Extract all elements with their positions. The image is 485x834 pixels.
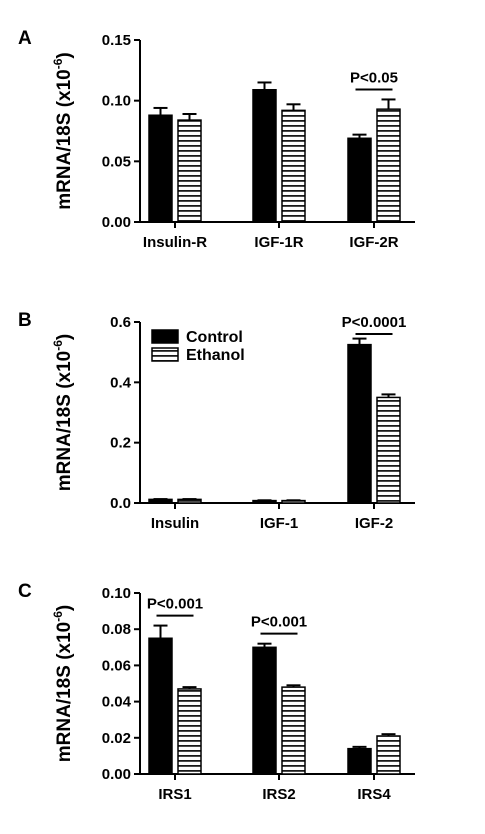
y-tick-label: 0.0 — [110, 495, 131, 512]
legend-label-control: Control — [186, 329, 243, 346]
y-axis-label: mRNA/18S (x10-6) — [51, 605, 75, 762]
bar-control-irs2 — [252, 646, 277, 775]
bar-ethanol-insulin-r — [177, 119, 202, 223]
bar-control-irs4 — [347, 747, 372, 775]
panel-letter: C — [18, 581, 32, 602]
y-tick-label: 0.00 — [102, 214, 131, 231]
significance-label: P<0.001 — [251, 614, 307, 631]
panel-letter: A — [18, 28, 32, 49]
y-tick-label: 0.6 — [110, 314, 131, 331]
x-tick-label: IRS1 — [158, 786, 191, 803]
y-tick-label: 0.15 — [102, 32, 131, 49]
x-tick-label: IRS2 — [262, 786, 295, 803]
y-tick-label: 0.04 — [102, 694, 132, 711]
y-tick-label: 0.4 — [110, 374, 132, 391]
bar-control-igf-2r — [347, 137, 372, 223]
legend-label-ethanol: Ethanol — [186, 347, 245, 364]
x-tick-label: IGF-1 — [260, 515, 298, 532]
x-tick-label: Insulin — [151, 515, 199, 532]
y-axis-label: mRNA/18S (x10-6) — [51, 334, 75, 491]
chart-panel-c: C 0.00 0.02 0.04 0.06 0.08 0.10 mRNA/18S (x10-6… — [18, 581, 415, 803]
bar-control-irs1 — [148, 637, 173, 775]
significance-label: P<0.05 — [350, 69, 398, 86]
bar-ethanol-irs2 — [281, 686, 306, 775]
y-tick-label: 0.10 — [102, 585, 131, 602]
bar-control-igf-1r — [252, 88, 277, 223]
legend-swatch-ethanol — [151, 347, 179, 362]
chart-panel-b: B 0.0 0.2 0.4 0.6 mRNA/18S (x10-6) Insulin IGF-… — [18, 310, 415, 532]
bar-control-igf-2 — [347, 343, 372, 504]
bar-ethanol-igf-1r — [281, 109, 306, 223]
y-tick-label: 0.10 — [102, 93, 131, 110]
panel-letter: B — [18, 310, 32, 331]
bar-ethanol-irs1 — [177, 688, 202, 775]
bar-ethanol-irs4 — [376, 735, 401, 775]
chart-panel-a: A 0.00 0.05 0.10 0.15 mRNA/18S (x10-6) Insulin… — [18, 28, 415, 251]
x-tick-label: IGF-2R — [349, 234, 398, 251]
x-tick-label: IGF-2 — [355, 515, 393, 532]
significance-label: P<0.001 — [147, 596, 203, 613]
bar-ethanol-igf-2r — [376, 108, 401, 223]
y-tick-label: 0.00 — [102, 766, 131, 783]
y-tick-label: 0.06 — [102, 657, 131, 674]
y-tick-label: 0.08 — [102, 621, 131, 638]
y-tick-label: 0.02 — [102, 730, 131, 747]
x-tick-label: IRS4 — [357, 786, 391, 803]
y-axis-label: mRNA/18S (x10-6) — [51, 52, 75, 209]
bar-ethanol-igf-2 — [376, 396, 401, 504]
y-tick-label: 0.05 — [102, 153, 131, 170]
x-tick-label: IGF-1R — [254, 234, 303, 251]
significance-label: P<0.0001 — [342, 314, 407, 331]
legend-swatch-control — [151, 329, 179, 344]
y-tick-label: 0.2 — [110, 435, 131, 452]
bar-control-insulin-r — [148, 114, 173, 223]
x-tick-label: Insulin-R — [143, 234, 207, 251]
